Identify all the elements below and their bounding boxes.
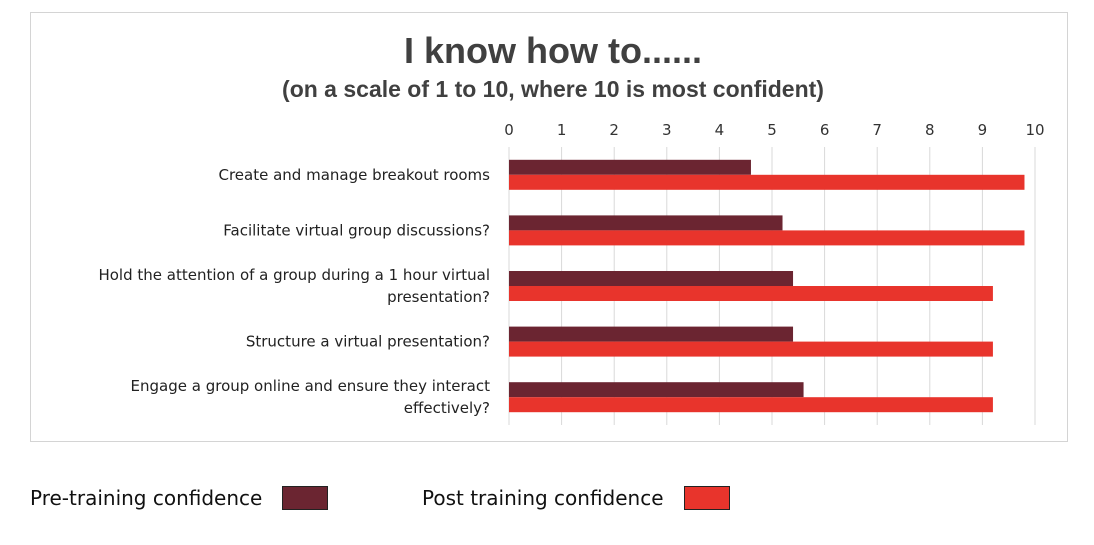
tick-label: 0: [504, 121, 514, 139]
legend-label-pre: Pre-training confidence: [30, 486, 263, 510]
chart-subtitle: (on a scale of 1 to 10, where 10 is most…: [282, 76, 824, 102]
bar-post-training: [509, 397, 993, 413]
bar-pre-training: [509, 215, 783, 231]
tick-label: 9: [978, 121, 988, 139]
legend-item-post: Post training confidence: [422, 483, 730, 513]
chart-title: I know how to......: [404, 30, 702, 71]
bar-chart: I know how to...... (on a scale of 1 to …: [98, 30, 1045, 425]
category-label: effectively?: [404, 399, 490, 417]
legend-label-post: Post training confidence: [422, 486, 664, 510]
bar-post-training: [509, 230, 1025, 246]
category-label: Engage a group online and ensure they in…: [131, 377, 491, 395]
x-axis-ticks: 0 1 2 3 4 5 6 7 8 9 10: [504, 121, 1044, 139]
legend-swatch-pre: [282, 486, 329, 510]
tick-label: 5: [767, 121, 777, 139]
category-label: presentation?: [387, 288, 490, 306]
bar-pre-training: [509, 326, 794, 342]
category-label: Hold the attention of a group during a 1…: [98, 266, 490, 284]
bar-post-training: [509, 174, 1025, 190]
bar-pre-training: [509, 271, 794, 286]
legend-item-pre: Pre-training confidence: [30, 483, 329, 513]
tick-label: 3: [662, 121, 672, 139]
tick-label: 2: [609, 121, 619, 139]
chart-frame: I know how to...... (on a scale of 1 to …: [30, 12, 1068, 442]
category-label: Create and manage breakout rooms: [218, 166, 490, 184]
bar-post-training: [509, 286, 993, 301]
bar-post-training: [509, 341, 993, 357]
tick-label: 1: [557, 121, 567, 139]
tick-label: 7: [872, 121, 882, 139]
legend-swatch-post: [683, 486, 730, 510]
bar-pre-training: [509, 382, 804, 398]
category-label: Structure a virtual presentation?: [246, 333, 490, 351]
tick-label: 8: [925, 121, 935, 139]
category-label: Facilitate virtual group discussions?: [223, 221, 490, 239]
tick-label: 10: [1025, 121, 1044, 139]
bars: [509, 159, 1025, 413]
bar-pre-training: [509, 159, 751, 175]
category-labels: Create and manage breakout rooms Facilita…: [98, 166, 490, 417]
tick-label: 4: [715, 121, 725, 139]
tick-label: 6: [820, 121, 830, 139]
